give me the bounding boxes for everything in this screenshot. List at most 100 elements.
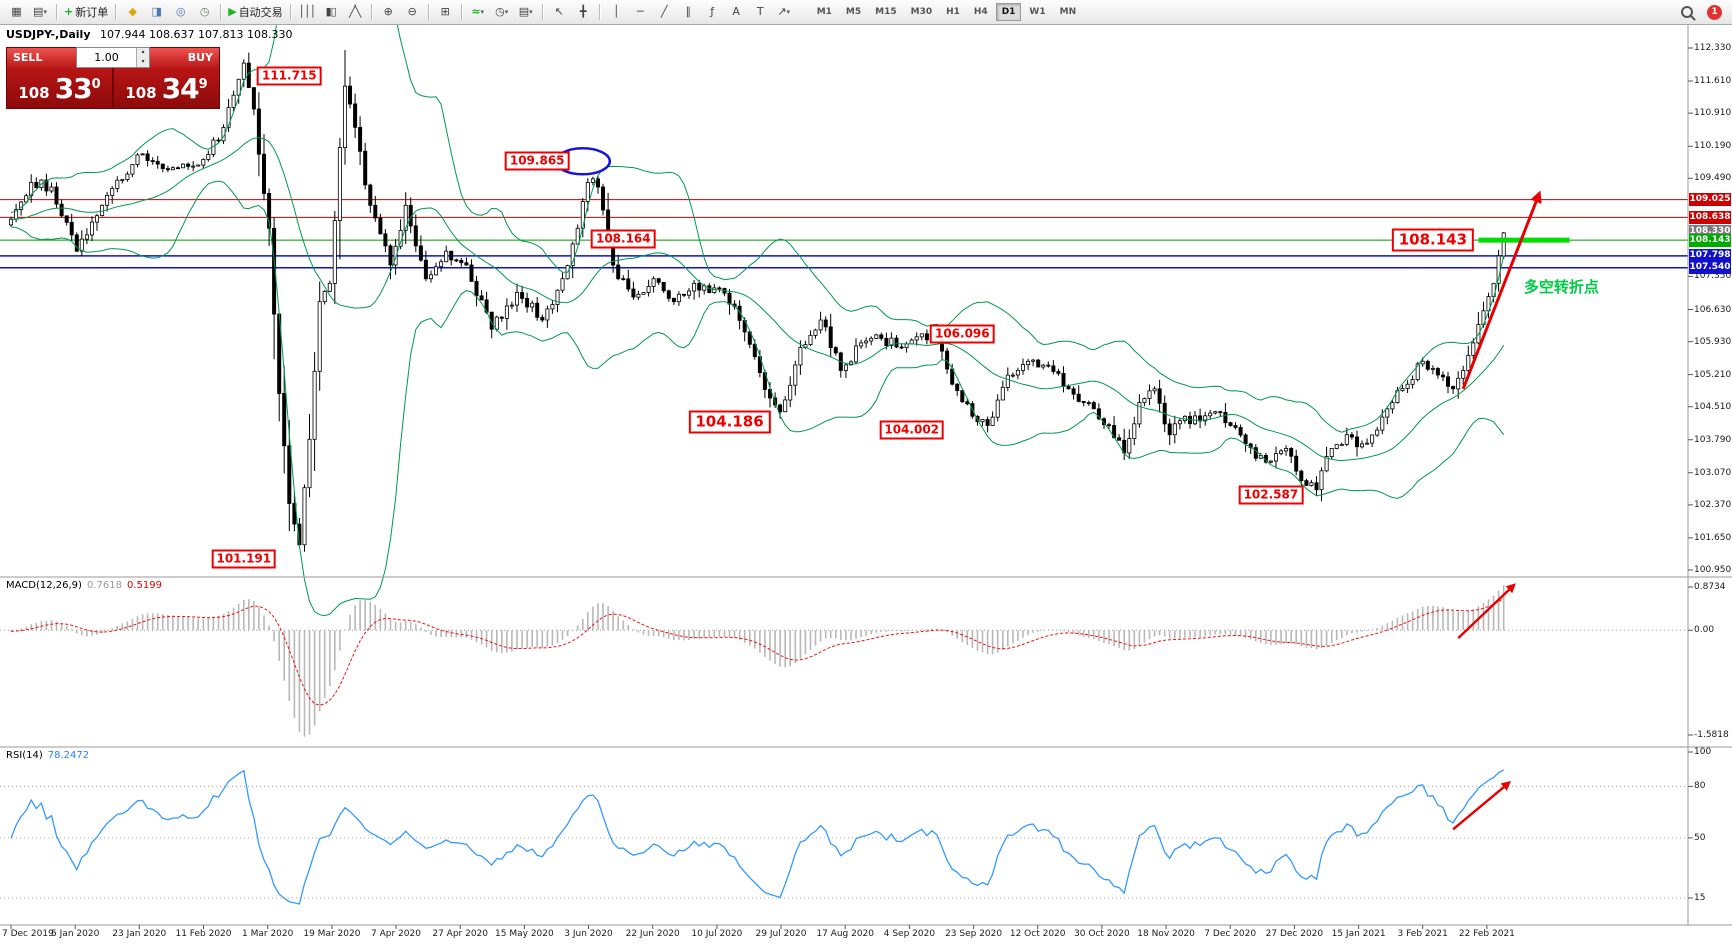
price-annotation[interactable]: 111.715 xyxy=(256,66,322,86)
time-axis-label[interactable]: 5 Jan 2020 xyxy=(51,929,100,939)
market-watch-icon: ◆ xyxy=(128,5,137,18)
price-axis-label[interactable]: 101.650 xyxy=(1694,532,1732,543)
timeframe-h4-button[interactable]: H4 xyxy=(973,7,988,17)
time-axis-label[interactable]: 17 Aug 2020 xyxy=(816,929,875,939)
volume-down-button[interactable]: ▾ xyxy=(137,57,149,67)
price-annotation[interactable]: 104.002 xyxy=(879,420,945,440)
timeframe-mn-button[interactable]: MN xyxy=(1059,7,1077,17)
price-annotation[interactable]: 108.143 xyxy=(1391,228,1475,252)
price-annotation[interactable]: 109.865 xyxy=(504,151,570,171)
periods-button[interactable]: ◷ ▾ xyxy=(490,1,514,23)
price-tag: 108.143 xyxy=(1689,233,1731,247)
vertical-line-button[interactable]: │ xyxy=(604,1,628,23)
text-button[interactable]: A xyxy=(724,1,748,23)
time-axis-label[interactable]: 18 Nov 2020 xyxy=(1137,929,1195,939)
time-axis-label[interactable]: 3 Feb 2021 xyxy=(1397,929,1448,939)
price-axis-label[interactable]: 111.610 xyxy=(1694,76,1732,86)
equidistant-channel-button[interactable]: ∥ xyxy=(676,1,700,23)
arrows-button[interactable]: ↗ ▾ xyxy=(772,1,796,23)
time-axis-label[interactable]: 1 Mar 2020 xyxy=(242,929,294,939)
cursor-button[interactable]: ↖ xyxy=(547,1,571,23)
price-axis-label[interactable]: 105.930 xyxy=(1694,336,1732,347)
time-axis-label[interactable]: 7 Apr 2020 xyxy=(371,929,421,939)
navigator-button[interactable]: ◎ xyxy=(168,1,192,23)
price-axis-label[interactable]: 106.630 xyxy=(1694,304,1732,315)
timeframe-m5-button[interactable]: M5 xyxy=(845,7,862,17)
timeframe-w1-button[interactable]: W1 xyxy=(1029,7,1046,17)
rsi-value: 78.2472 xyxy=(47,750,90,761)
price-axis-label[interactable]: 100.950 xyxy=(1694,565,1732,575)
toolbar-separator xyxy=(598,4,600,20)
price-annotation[interactable]: 101.191 xyxy=(211,549,277,569)
label-button[interactable]: T xyxy=(748,1,772,23)
trendline-button[interactable]: ╱ xyxy=(652,1,676,23)
timeframe-m30-button[interactable]: M30 xyxy=(910,7,933,17)
price-annotation[interactable]: 106.096 xyxy=(929,324,995,344)
price-axis-label[interactable]: 110.190 xyxy=(1694,141,1732,152)
time-axis-label[interactable]: 27 Dec 2020 xyxy=(1265,929,1324,939)
time-axis-label[interactable]: 29 Jul 2020 xyxy=(755,929,807,939)
time-axis-label[interactable]: 19 Mar 2020 xyxy=(303,929,361,939)
price-axis-label[interactable]: 103.790 xyxy=(1694,434,1732,445)
time-axis-label[interactable]: 12 Oct 2020 xyxy=(1009,929,1066,939)
time-axis-label[interactable]: 22 Jun 2020 xyxy=(625,929,680,939)
price-annotation[interactable]: 102.587 xyxy=(1238,485,1304,505)
rsi-axis-label: 50 xyxy=(1694,832,1706,843)
templates-button[interactable]: ▤ ▾ xyxy=(514,1,538,23)
price-annotation[interactable]: 108.164 xyxy=(590,229,656,249)
price-axis-label[interactable]: 103.070 xyxy=(1694,467,1732,478)
time-axis-label[interactable]: 15 May 2020 xyxy=(495,929,554,939)
time-axis-label[interactable]: 4 Sep 2020 xyxy=(883,929,936,939)
price-axis-label[interactable]: 102.370 xyxy=(1694,499,1732,510)
price-axis-label[interactable]: 109.490 xyxy=(1694,173,1732,184)
bars-type-button[interactable]: │││ xyxy=(295,1,319,23)
timeframe-m15-button[interactable]: M15 xyxy=(875,7,897,17)
price-annotation[interactable]: 104.186 xyxy=(688,410,771,434)
fibonacci-button[interactable]: ƒ xyxy=(700,1,724,23)
price-axis-label[interactable]: 110.910 xyxy=(1694,108,1732,119)
time-axis-label[interactable]: 10 Jul 2020 xyxy=(691,929,743,939)
timeframe-h1-button[interactable]: H1 xyxy=(946,7,960,17)
data-window-button[interactable]: ◨ xyxy=(144,1,168,23)
time-axis-label[interactable]: 15 Jan 2021 xyxy=(1331,929,1386,939)
zoom-in-button[interactable]: ⊕ xyxy=(376,1,400,23)
candles-type-button[interactable]: ▮▯ xyxy=(319,1,343,23)
time-axis-label[interactable]: 7 Dec 2020 xyxy=(1204,929,1257,939)
volume-up-button[interactable]: ▴ xyxy=(137,48,149,58)
time-axis-label[interactable]: 23 Jan 2020 xyxy=(112,929,167,939)
price-axis-label[interactable]: 112.330 xyxy=(1694,43,1732,53)
time-axis-label[interactable]: 27 Apr 2020 xyxy=(432,929,489,939)
price-axis-label[interactable]: 105.210 xyxy=(1694,369,1732,380)
time-axis-label[interactable]: 11 Feb 2020 xyxy=(175,929,232,939)
time-axis-label[interactable]: 3 Jun 2020 xyxy=(564,929,613,939)
horizontal-line-button[interactable]: ─ xyxy=(628,1,652,23)
market-watch-button[interactable]: ◆ xyxy=(120,1,144,23)
line-type-button[interactable]: ╱╲ xyxy=(343,1,367,23)
bull-bear-turning-point-note[interactable]: 多空转折点 xyxy=(1523,278,1599,297)
toolbar-separator xyxy=(115,4,117,20)
price-axis-label[interactable]: 107.350 xyxy=(1694,271,1732,282)
time-axis-label[interactable]: 23 Sep 2020 xyxy=(945,929,1003,939)
indicators-button[interactable]: ≈ ▾ xyxy=(466,1,490,23)
time-axis-label[interactable]: 22 Feb 2021 xyxy=(1458,929,1515,939)
volume-input[interactable]: 1.00 ▴ ▾ xyxy=(76,47,150,68)
autotrading-button[interactable]: ▶ 自动交易 xyxy=(225,1,285,23)
search-button[interactable] xyxy=(1675,1,1699,23)
profiles-button[interactable]: ▤ ▾ xyxy=(28,1,52,23)
strategy-tester-button[interactable]: ◷ xyxy=(192,1,216,23)
timeframe-d1-button[interactable]: D1 xyxy=(995,3,1022,21)
new-order-button[interactable]: + 新订单 xyxy=(61,1,111,23)
time-axis-label[interactable]: 7 Dec 2019 xyxy=(2,929,54,939)
notification-badge[interactable]: 1 xyxy=(1707,4,1722,20)
tile-windows-button[interactable]: ⊞ xyxy=(433,1,457,23)
price-axis-label[interactable]: 104.510 xyxy=(1694,401,1732,412)
timeframe-m1-button[interactable]: M1 xyxy=(816,7,832,17)
zoom-out-button[interactable]: ⊖ xyxy=(400,1,424,23)
time-axis-label[interactable]: 30 Oct 2020 xyxy=(1074,929,1130,939)
dropdown-arrow-icon: ▾ xyxy=(786,8,791,16)
new-chart-button[interactable]: ▦ xyxy=(4,1,28,23)
bid-price: 108 330 xyxy=(7,72,112,105)
crosshair-button[interactable]: ╋ xyxy=(571,1,595,23)
